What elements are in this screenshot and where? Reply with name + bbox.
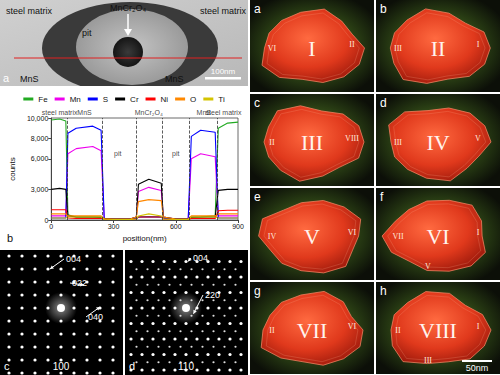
svg-text:VI: VI [426, 224, 449, 249]
svg-text:II: II [349, 40, 355, 49]
svg-text:VI: VI [348, 228, 357, 237]
svg-text:pit: pit [82, 28, 92, 38]
svg-text:MnCr₂O₄: MnCr₂O₄ [110, 3, 146, 13]
svg-text:VII: VII [392, 232, 403, 241]
svg-text:MnS: MnS [20, 74, 39, 84]
svg-text:I: I [477, 228, 480, 237]
svg-text:pit: pit [172, 150, 179, 158]
svg-text:c: c [254, 96, 260, 110]
svg-text:Fe: Fe [38, 95, 48, 104]
svg-text:f: f [380, 190, 384, 204]
svg-text:III: III [301, 130, 323, 155]
svg-text:V: V [475, 134, 481, 143]
svg-text:10,000: 10,000 [26, 114, 49, 122]
svg-text:c: c [4, 360, 10, 372]
svg-text:II: II [431, 36, 446, 61]
svg-text:MnS: MnS [77, 109, 92, 116]
svg-text:III: III [394, 44, 402, 53]
svg-text:VIII: VIII [345, 134, 359, 143]
svg-text:b: b [380, 2, 387, 16]
svg-text:d: d [380, 96, 387, 110]
svg-text:II: II [395, 326, 401, 335]
svg-text:50nm: 50nm [466, 363, 489, 373]
svg-text:Cr: Cr [130, 95, 139, 104]
svg-text:h: h [380, 284, 387, 298]
svg-text:g: g [254, 284, 261, 298]
svg-text:Mn: Mn [70, 95, 81, 104]
svg-text:110: 110 [178, 361, 194, 372]
svg-text:O: O [190, 95, 196, 104]
svg-text:220: 220 [205, 290, 220, 300]
svg-text:VI: VI [268, 44, 277, 53]
svg-text:0: 0 [44, 217, 48, 224]
svg-text:3,000: 3,000 [31, 186, 49, 193]
svg-text:MnS: MnS [196, 109, 211, 116]
svg-text:steel matrix: steel matrix [206, 109, 242, 116]
svg-text:S: S [103, 95, 108, 104]
svg-text:0: 0 [49, 223, 53, 230]
svg-text:V: V [304, 224, 320, 249]
svg-text:III: III [424, 356, 432, 365]
svg-text:100nm: 100nm [211, 67, 236, 76]
svg-text:I: I [477, 40, 480, 49]
svg-text:600: 600 [170, 223, 182, 230]
svg-text:III: III [394, 138, 402, 147]
svg-text:a: a [3, 72, 10, 84]
svg-text:Ti: Ti [218, 95, 225, 104]
svg-text:position(nm): position(nm) [123, 234, 167, 243]
svg-text:IV: IV [268, 232, 277, 241]
svg-text:b: b [7, 232, 13, 244]
svg-text:steel matrix: steel matrix [42, 109, 78, 116]
svg-text:100: 100 [53, 361, 70, 372]
svg-text:e: e [254, 190, 261, 204]
svg-text:I: I [308, 36, 315, 61]
svg-text:VIII: VIII [419, 318, 457, 343]
svg-text:040: 040 [88, 312, 103, 322]
svg-text:counts: counts [8, 157, 17, 181]
svg-text:6,000: 6,000 [31, 155, 49, 162]
svg-text:IV: IV [426, 130, 449, 155]
svg-text:V: V [425, 262, 431, 271]
svg-text:Ni: Ni [161, 95, 169, 104]
svg-text:900: 900 [232, 223, 244, 230]
svg-text:I: I [477, 322, 480, 331]
svg-text:d: d [129, 360, 135, 372]
svg-text:steel matrix: steel matrix [6, 6, 53, 16]
svg-text:pit: pit [114, 150, 121, 158]
svg-text:II: II [269, 326, 275, 335]
svg-text:II: II [269, 138, 275, 147]
svg-text:8,000: 8,000 [31, 135, 49, 142]
svg-text:VII: VII [297, 318, 328, 343]
svg-text:VI: VI [348, 322, 357, 331]
svg-text:300: 300 [108, 223, 120, 230]
svg-text:022: 022 [72, 278, 87, 288]
svg-text:MnCr₂O₄: MnCr₂O₄ [135, 109, 163, 116]
svg-text:MnS: MnS [165, 74, 184, 84]
svg-text:004: 004 [66, 254, 81, 264]
svg-text:004: 004 [193, 253, 208, 263]
svg-text:steel matrix: steel matrix [200, 6, 247, 16]
svg-text:a: a [254, 2, 261, 16]
